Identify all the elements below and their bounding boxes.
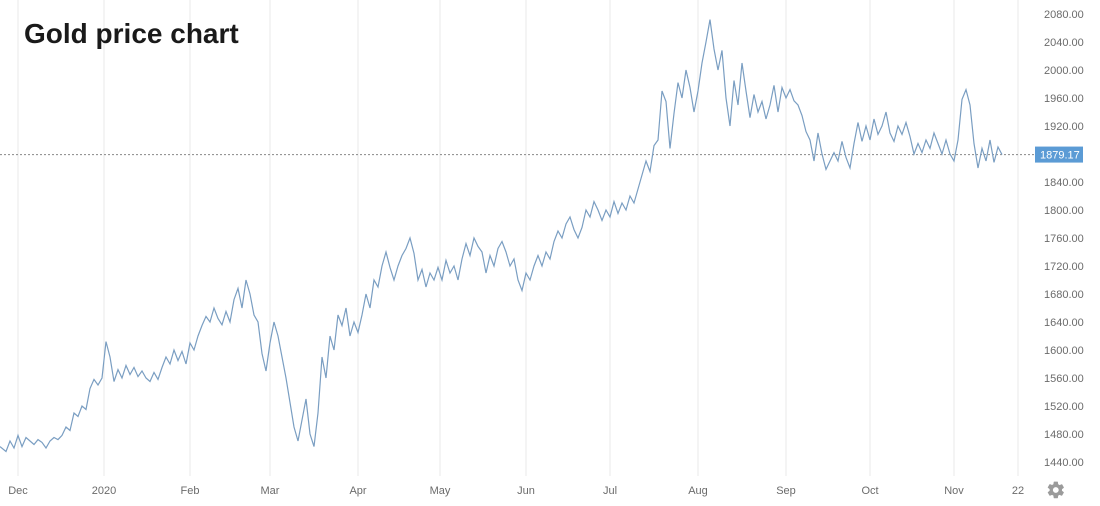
- y-tick-label: 1680.00: [1044, 289, 1084, 301]
- y-tick-label: 1600.00: [1044, 345, 1084, 357]
- x-tick-label: Aug: [688, 485, 708, 497]
- svg-text:1879.17: 1879.17: [1040, 150, 1080, 162]
- settings-button[interactable]: [1046, 480, 1066, 500]
- y-tick-label: 1640.00: [1044, 317, 1084, 329]
- x-tick-label: Oct: [861, 485, 878, 497]
- y-tick-label: 2080.00: [1044, 9, 1084, 21]
- x-tick-label: Nov: [944, 485, 964, 497]
- y-tick-label: 2000.00: [1044, 65, 1084, 77]
- y-tick-label: 1560.00: [1044, 373, 1084, 385]
- y-tick-label: 1760.00: [1044, 233, 1084, 245]
- y-tick-label: 1960.00: [1044, 93, 1084, 105]
- x-tick-label: Mar: [261, 485, 280, 497]
- y-tick-label: 1440.00: [1044, 457, 1084, 469]
- x-tick-label: Sep: [776, 485, 796, 497]
- y-tick-label: 1520.00: [1044, 401, 1084, 413]
- x-tick-label: 2020: [92, 485, 116, 497]
- y-tick-label: 1920.00: [1044, 121, 1084, 133]
- price-series: [0, 20, 1002, 452]
- y-tick-label: 1720.00: [1044, 261, 1084, 273]
- y-tick-label: 2040.00: [1044, 37, 1084, 49]
- chart-title: Gold price chart: [24, 18, 239, 50]
- x-tick-label: 22: [1012, 485, 1024, 497]
- x-tick-label: Dec: [8, 485, 28, 497]
- x-tick-label: Jun: [517, 485, 535, 497]
- x-tick-label: May: [430, 485, 451, 497]
- x-tick-label: Feb: [181, 485, 200, 497]
- y-tick-label: 1840.00: [1044, 177, 1084, 189]
- price-chart: Dec 2020 Feb Mar Apr May Jun Jul Aug Sep Oct Nov 22 2…: [0, 0, 1100, 506]
- y-tick-label: 1800.00: [1044, 205, 1084, 217]
- x-tick-label: Jul: [603, 485, 617, 497]
- last-price-badge: 1879.17: [1035, 147, 1083, 163]
- y-tick-label: 1480.00: [1044, 429, 1084, 441]
- x-tick-label: Apr: [349, 485, 366, 497]
- gear-icon: [1046, 487, 1066, 504]
